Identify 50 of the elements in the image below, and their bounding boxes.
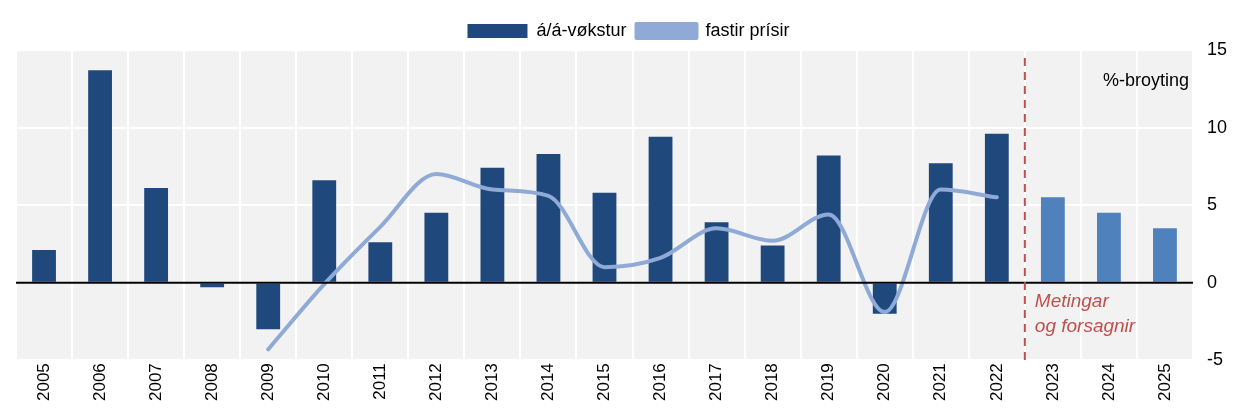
- x-tick-label: 2015: [594, 363, 614, 402]
- x-tick-label: 2014: [538, 363, 558, 402]
- bar: [760, 245, 785, 282]
- bar: [536, 153, 561, 282]
- bar: [648, 136, 673, 282]
- x-tick-label: 2013: [482, 363, 502, 402]
- bar: [424, 212, 449, 282]
- y-tick-label: -5: [1206, 349, 1223, 370]
- x-tick-label: 2023: [1042, 363, 1062, 402]
- x-tick-label: 2025: [1154, 363, 1174, 402]
- x-tick-label: 2006: [89, 363, 109, 402]
- line-series: [266, 172, 999, 352]
- bar: [1153, 228, 1177, 282]
- x-tick-label: 2008: [201, 363, 221, 402]
- bar: [816, 155, 841, 282]
- x-tick-label: 2022: [986, 363, 1006, 402]
- bar: [88, 70, 112, 282]
- bar: [256, 283, 281, 330]
- bar: [144, 188, 169, 282]
- x-tick-label: 2020: [874, 363, 894, 402]
- x-tick-label: 2009: [257, 363, 277, 402]
- bar: [1040, 197, 1065, 282]
- x-tick-label: 2005: [33, 363, 53, 402]
- x-tick-label: 2018: [762, 363, 782, 402]
- y-tick-label: 5: [1206, 194, 1217, 215]
- bar: [704, 222, 729, 282]
- x-tick-label: 2016: [650, 363, 670, 402]
- bar: [312, 180, 337, 282]
- y-axis-title: %-broyting: [1102, 69, 1189, 90]
- x-tick-label: 2007: [145, 363, 165, 402]
- ref-line-label: Metingar og forsagnir: [1034, 290, 1136, 337]
- x-tick-label: 2017: [706, 363, 726, 402]
- x-tick-label: 2010: [313, 363, 333, 402]
- bar: [368, 242, 393, 282]
- x-tick-label: 2012: [426, 363, 446, 402]
- legend-label: á/á-vøkstur: [536, 19, 627, 40]
- legend-label: fastir prísir: [705, 19, 790, 40]
- y-tick-label: 0: [1206, 271, 1217, 292]
- bar: [480, 167, 505, 282]
- y-tick-label: 15: [1206, 38, 1228, 59]
- x-tick-label: 2011: [369, 363, 389, 400]
- x-tick-label: 2021: [930, 363, 950, 402]
- bar: [32, 250, 56, 282]
- bar: [928, 163, 953, 282]
- x-tick-label: 2019: [818, 363, 838, 402]
- bar: [984, 133, 1009, 282]
- bar: [1097, 212, 1121, 282]
- y-tick-label: 10: [1206, 116, 1228, 137]
- bar: [592, 192, 617, 282]
- x-tick-label: 2024: [1098, 363, 1118, 402]
